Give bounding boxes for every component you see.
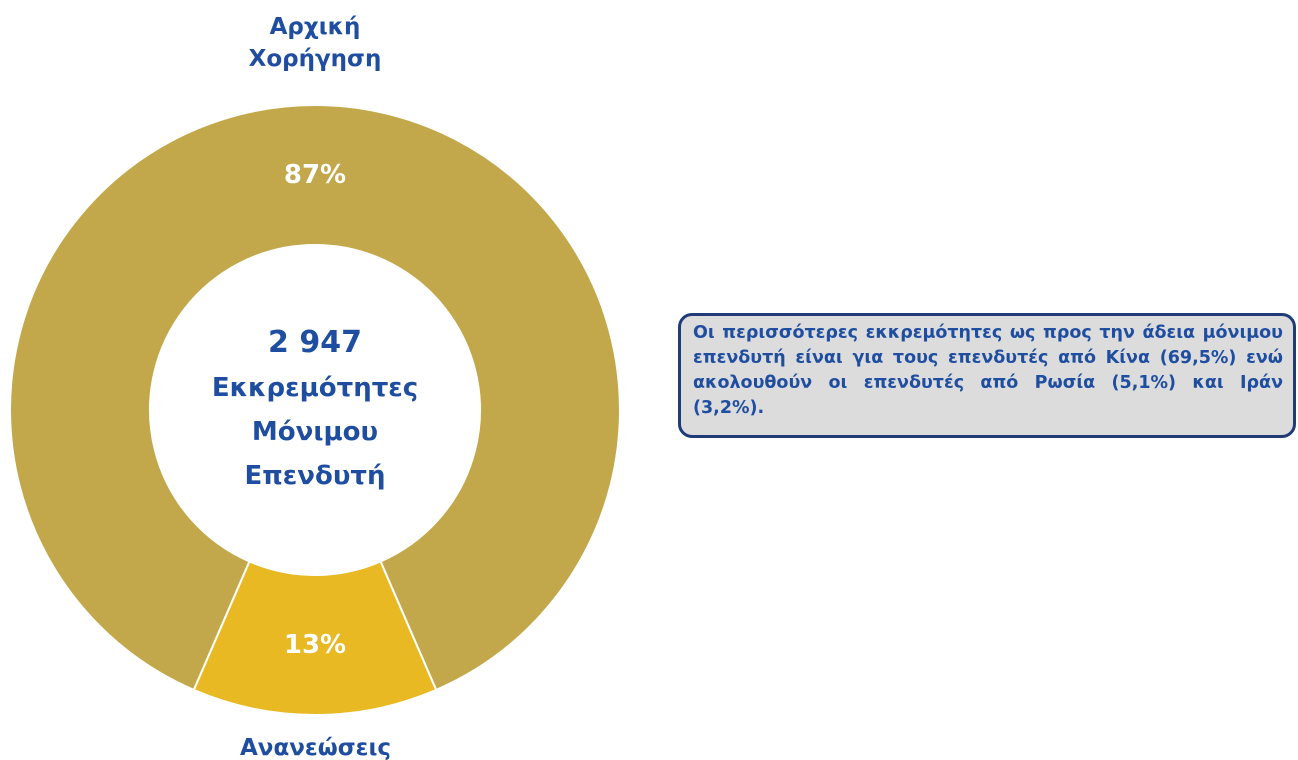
donut-slice bbox=[192, 560, 438, 716]
center-title: 2 947 bbox=[268, 325, 362, 360]
center-subtitle: Εκκρεμότητες Μόνιμου Επενδυτή bbox=[211, 373, 419, 491]
value-label: 13% bbox=[283, 630, 347, 660]
value-label: 87% bbox=[283, 160, 347, 190]
donut-slice bbox=[9, 104, 621, 692]
category-label: Αρχική Χορήγηση bbox=[248, 14, 382, 72]
category-label: Ανανεώσεις bbox=[240, 735, 392, 760]
annotation: Οι περισσότερες εκκρεμότητες ως προς την… bbox=[678, 313, 1296, 438]
